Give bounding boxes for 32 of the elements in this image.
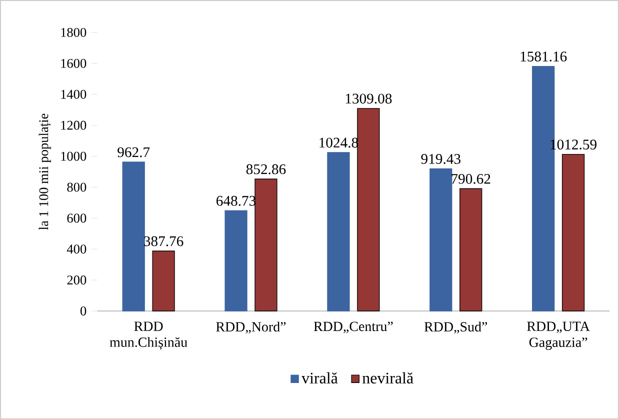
bar [357,108,380,312]
y-tick-label: 800 [67,182,86,192]
legend-label: nevirală [362,372,414,384]
bar [562,154,585,312]
bar [224,210,248,312]
y-tick-label: 1800 [61,28,86,37]
x-tick-label: RDD„Centru” [314,322,393,333]
data-label: 919.43 [421,154,460,164]
bar [327,152,350,312]
data-label: 1309.08 [346,94,392,104]
y-tick-label: 600 [67,213,86,222]
data-label: 962.7 [118,147,150,158]
x-tick-label: RDD mun.Chișinău [110,322,188,350]
x-tick-label: RDD„UTA Gagauzia” [527,322,590,350]
y-axis-title: la 1 100 mii populație [38,114,51,230]
bar [152,250,175,312]
y-tick-label: 1600 [61,58,86,68]
y-tick-label: 1200 [61,120,86,130]
y-tick-label: 1400 [61,90,86,99]
data-label: 1581.16 [520,51,567,62]
data-label: 852.86 [246,164,286,174]
y-tick-label: 200 [67,275,86,284]
bar [122,162,145,312]
bar [430,168,452,312]
bar [460,188,482,312]
y-tick-label: 1000 [61,152,86,161]
x-tick-label: RDD„Sud” [424,322,488,334]
legend-label: virală [302,372,338,384]
y-tick-label: 0 [80,306,86,316]
bar [254,178,278,312]
x-tick-label: RDD„Nord” [216,322,286,334]
y-tick-label: 400 [66,244,86,254]
